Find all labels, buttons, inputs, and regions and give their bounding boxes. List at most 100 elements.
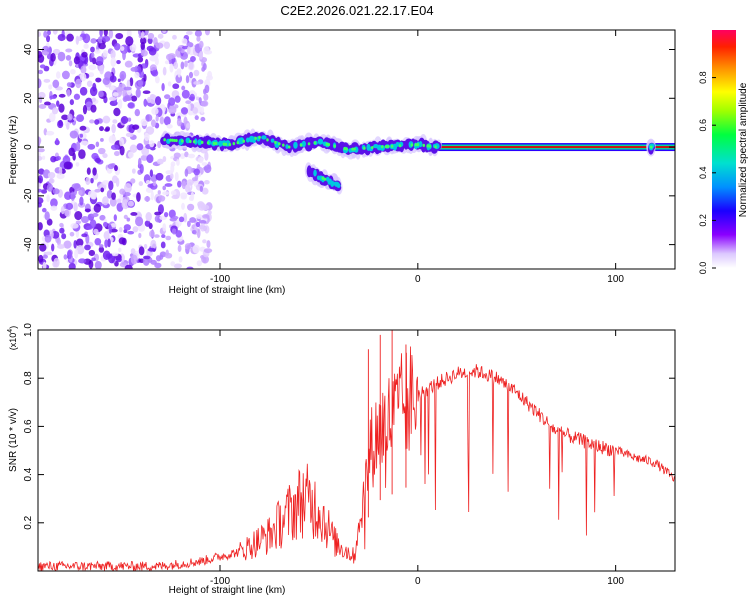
noise-blob <box>97 147 106 155</box>
noise-blob <box>135 216 144 227</box>
main-track-peak <box>236 141 240 145</box>
noise-blob <box>67 113 73 121</box>
noise-blob <box>187 102 191 113</box>
snr-xlabel: Height of straight line (km) <box>169 585 286 596</box>
main-track-peak <box>222 142 226 146</box>
noise-blob <box>150 93 155 99</box>
noise-blob <box>43 78 51 83</box>
main-track-peak <box>274 140 277 145</box>
noise-blob <box>184 60 188 68</box>
main-track-core <box>301 140 306 148</box>
noise-blob <box>55 155 61 161</box>
noise-blob <box>126 30 132 38</box>
main-track-peak <box>333 144 337 148</box>
spectrogram-panel: -100 0 100 -40 -20 0 20 40 Height of straight l… <box>8 29 676 296</box>
noise-blob <box>134 71 140 79</box>
noise-blob <box>165 53 173 61</box>
noise-blob <box>163 41 171 49</box>
noise-blob <box>203 248 213 254</box>
noise-blob <box>59 222 64 228</box>
noise-blob <box>69 130 79 139</box>
main-track-peak <box>414 143 418 147</box>
noise-blob <box>107 238 111 248</box>
noise-blob <box>199 40 204 49</box>
noise-blob <box>127 200 134 207</box>
noise-blob <box>142 90 151 95</box>
noise-blob <box>76 238 84 247</box>
noise-blob <box>185 100 192 105</box>
noise-blob <box>81 233 88 238</box>
noise-blob <box>200 106 205 114</box>
noise-blob <box>140 118 148 127</box>
noise-blob <box>75 162 80 167</box>
noise-blob <box>121 199 130 210</box>
noise-blob <box>151 107 159 115</box>
noise-blob <box>38 197 44 205</box>
noise-blob <box>135 88 141 98</box>
noise-blob <box>183 212 188 223</box>
noise-blob <box>70 222 79 229</box>
noise-blob <box>130 254 138 265</box>
noise-blob <box>115 177 120 188</box>
noise-blob <box>145 180 151 185</box>
noise-blob <box>193 168 201 176</box>
noise-blob <box>130 67 138 72</box>
noise-blob <box>155 42 164 49</box>
noise-blob <box>91 57 97 65</box>
noise-blob <box>140 31 145 39</box>
noise-blob <box>98 246 105 253</box>
noise-blob <box>123 86 132 91</box>
main-track-peak <box>416 143 420 147</box>
noise-blob <box>192 107 199 114</box>
noise-blob <box>43 101 51 106</box>
noise-blob <box>84 208 91 213</box>
noise-blob <box>107 163 115 170</box>
noise-blob <box>132 226 139 233</box>
noise-blob <box>139 164 144 174</box>
noise-blob <box>158 195 166 202</box>
noise-blob <box>137 79 144 87</box>
snr-axes: -100 0 100 0.2 0.4 0.6 0.8 1.0 <box>23 323 675 587</box>
noise-blob <box>161 83 165 92</box>
noise-blob <box>122 50 126 61</box>
main-track-peak <box>426 144 430 148</box>
noise-blob <box>79 125 87 131</box>
descending-branch-peak <box>323 177 327 181</box>
snr-scale-factor: (x104) <box>7 326 18 350</box>
noise-blob <box>118 237 126 245</box>
noise-blob <box>174 171 179 182</box>
noise-blob <box>156 158 164 165</box>
noise-blob <box>123 214 128 220</box>
noise-blob <box>116 60 121 65</box>
svg-text:(x104): (x104) <box>7 326 18 350</box>
noise-blob <box>150 239 157 250</box>
noise-blob <box>171 194 180 200</box>
spectrogram-xtick-label: 0 <box>415 274 421 285</box>
noise-blob <box>66 33 74 42</box>
noise-blob <box>163 116 171 126</box>
noise-blob <box>184 151 189 158</box>
noise-blob <box>169 173 174 180</box>
noise-blob <box>150 119 157 128</box>
noise-blob <box>90 104 97 113</box>
spectrogram-ytick-label: 20 <box>23 92 34 104</box>
noise-blob <box>196 35 201 42</box>
spectrogram-frame <box>37 29 676 270</box>
noise-blob <box>88 72 95 78</box>
snr-ytick-label: 1.0 <box>23 323 34 337</box>
spectrogram-ytick-label: 0 <box>23 144 34 150</box>
noise-blob <box>108 96 117 101</box>
noise-blob <box>74 210 83 221</box>
noise-blob <box>98 90 104 98</box>
noise-blob <box>57 120 64 129</box>
scale-factor-exponent: 4 <box>7 329 14 333</box>
noise-blob <box>56 244 65 249</box>
noise-blob <box>42 261 47 269</box>
noise-blob <box>109 85 115 91</box>
noise-blob <box>172 34 177 40</box>
scale-factor-close: ) <box>8 326 18 329</box>
noise-blob <box>194 115 199 121</box>
noise-blob <box>46 194 50 203</box>
noise-blob <box>69 99 74 106</box>
noise-blob <box>92 167 97 176</box>
